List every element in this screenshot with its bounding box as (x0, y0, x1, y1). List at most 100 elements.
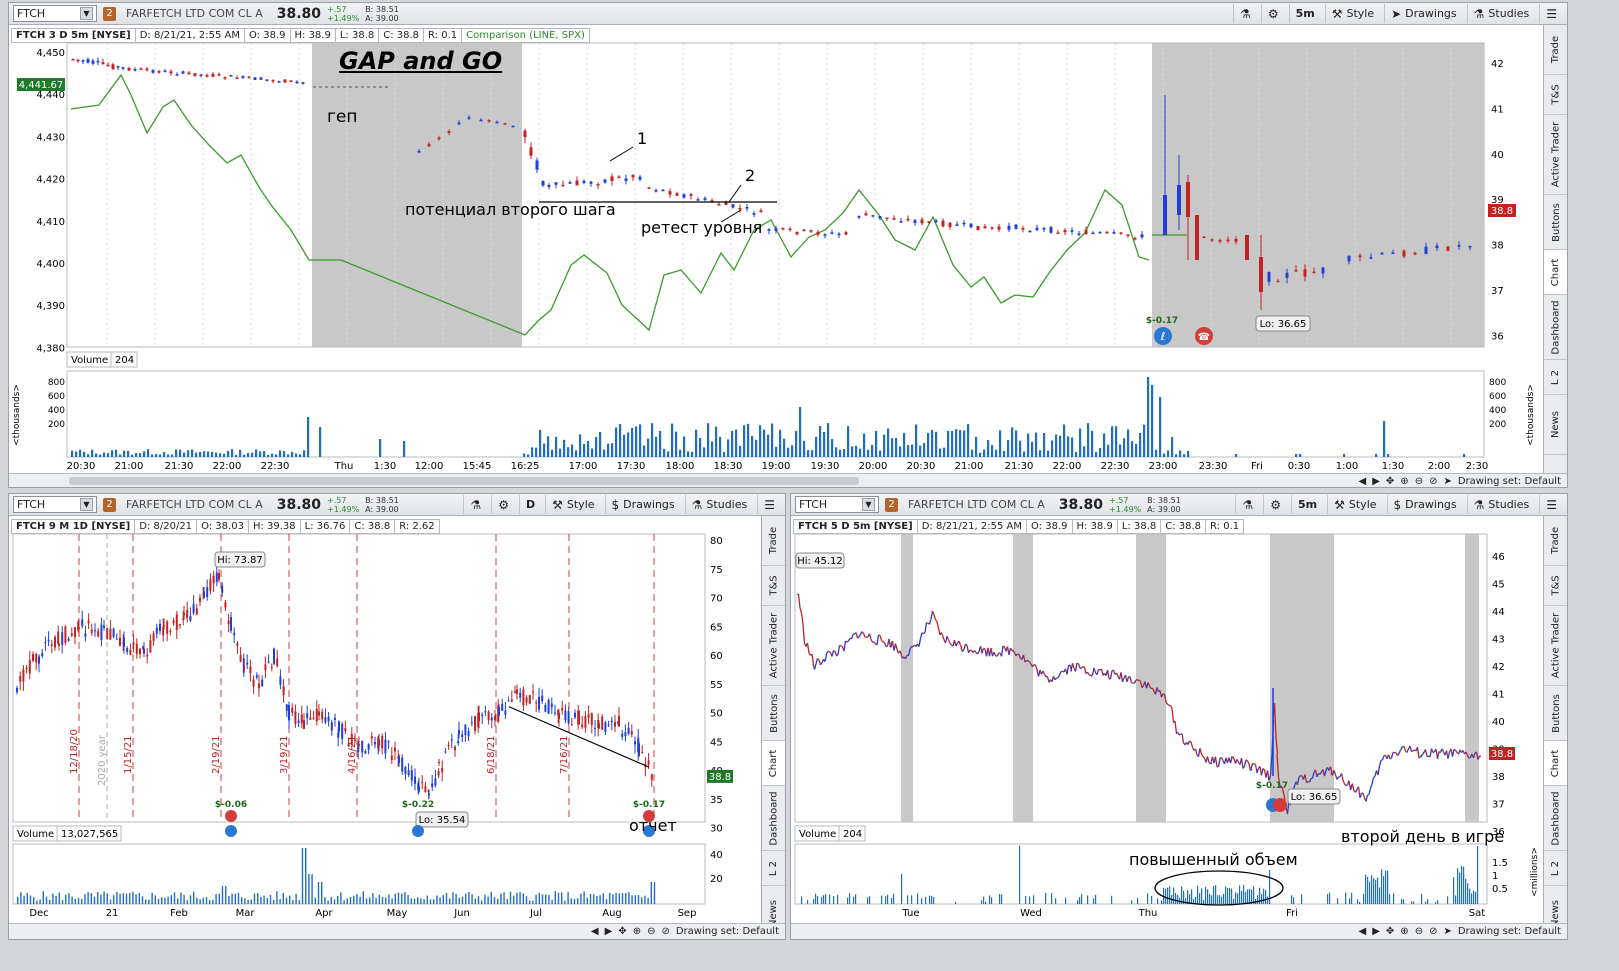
symbol-selector[interactable]: FTCH ▼ (795, 496, 879, 513)
chevron-down-icon[interactable]: ▼ (862, 498, 875, 511)
candle-body (112, 628, 115, 637)
studies-button[interactable]: ⚗ Studies (1466, 495, 1536, 514)
side-tab-dashboard[interactable]: Dashboard (1544, 786, 1567, 851)
candle-body (561, 707, 564, 711)
side-tab-t-s[interactable]: T&S (1544, 75, 1567, 115)
menu-button[interactable]: ☰ (1539, 495, 1563, 514)
candle-body (1070, 230, 1074, 232)
x-tick-label: Fri (1251, 461, 1263, 472)
flask-button[interactable]: ⚗ (463, 495, 487, 514)
pan-icon[interactable]: ✥ (1385, 926, 1395, 937)
candle-body (384, 739, 387, 754)
menu-button[interactable]: ☰ (757, 495, 781, 514)
last-price: 38.80 (276, 5, 322, 22)
zoom-in-icon[interactable]: ⊕ (1400, 926, 1409, 937)
timeframe-button[interactable]: D (518, 495, 541, 514)
side-tab-active-trader[interactable]: Active Trader (762, 606, 785, 686)
style-button[interactable]: ⚒ Style (1324, 4, 1380, 23)
side-tab-dashboard[interactable]: Dashboard (762, 786, 785, 851)
chevron-down-icon[interactable]: ▼ (80, 498, 93, 511)
studies-button[interactable]: ⚗ Studies (1466, 4, 1536, 23)
side-tab-dashboard[interactable]: Dashboard (1544, 295, 1567, 360)
candle-body (759, 210, 763, 213)
settings-button[interactable]: ⚙ (1260, 4, 1285, 23)
settings-button[interactable]: ⚙ (491, 495, 515, 514)
drawing-set[interactable]: Drawing set: Default (675, 926, 779, 937)
zoom-reset-icon[interactable]: ⊘ (661, 926, 670, 937)
symbol-selector[interactable]: FTCH ▼ (13, 496, 97, 513)
cursor-icon[interactable]: ➤ (1443, 476, 1452, 487)
bl-chart-canvas[interactable]: 807570656055504540353038.812/18/201/15/2… (9, 516, 763, 940)
price-segment (846, 640, 849, 643)
settings-button[interactable]: ⚙ (1263, 495, 1287, 514)
flask-button[interactable]: ⚗ (1233, 4, 1257, 23)
chevron-down-icon[interactable]: ▼ (80, 7, 93, 20)
link-group-badge[interactable]: 2 (103, 497, 116, 512)
drawings-button[interactable]: ➤ Drawings (1384, 4, 1463, 23)
zoom-out-icon[interactable]: ⊖ (1414, 476, 1424, 487)
scroll-right-icon[interactable]: ▶ (604, 926, 613, 937)
zoom-out-icon[interactable]: ⊖ (1414, 926, 1424, 937)
zoom-out-icon[interactable]: ⊖ (647, 926, 656, 937)
scroll-left-icon[interactable]: ◀ (590, 926, 599, 937)
scroll-left-icon[interactable]: ◀ (1358, 926, 1367, 937)
side-tab-t-s[interactable]: T&S (1544, 566, 1567, 606)
zoom-reset-icon[interactable]: ⊘ (1429, 476, 1438, 487)
volume-bar (989, 895, 991, 904)
side-tab-t-s[interactable]: T&S (762, 566, 785, 606)
side-tab-l-2[interactable]: L 2 (1544, 851, 1567, 886)
zoom-in-icon[interactable]: ⊕ (1400, 476, 1409, 487)
price-segment (1447, 751, 1451, 759)
side-tab-trade[interactable]: Trade (762, 516, 785, 566)
scroll-left-icon[interactable]: ◀ (1358, 476, 1367, 487)
side-tab-chart[interactable]: Chart (1544, 741, 1567, 786)
side-tab-chart[interactable]: Chart (1544, 250, 1567, 295)
side-tab-news[interactable]: News (1544, 395, 1567, 455)
studies-button[interactable]: ⚗ Studies (684, 495, 754, 514)
pan-icon[interactable]: ✥ (618, 926, 627, 937)
side-tab-trade[interactable]: Trade (1544, 25, 1567, 75)
style-button[interactable]: ⚒ Style (1327, 495, 1382, 514)
side-tab-chart[interactable]: Chart (762, 741, 785, 786)
symbol-selector[interactable]: FTCH ▼ (13, 5, 97, 22)
candle-body (454, 746, 456, 751)
price-segment (885, 645, 888, 648)
volume-bar (557, 892, 560, 904)
style-button[interactable]: ⚒ Style (545, 495, 600, 514)
volume-bar (503, 892, 505, 904)
link-group-badge[interactable]: 2 (103, 6, 116, 21)
link-group-badge[interactable]: 2 (885, 497, 898, 512)
timeframe-button[interactable]: 5m (1291, 495, 1323, 514)
side-tab-buttons[interactable]: Buttons (1544, 686, 1567, 741)
volume-bar (935, 431, 938, 457)
timeframe-button[interactable]: 5m (1288, 4, 1321, 23)
pan-icon[interactable]: ✥ (1385, 476, 1395, 487)
drawing-set[interactable]: Drawing set: Default (1457, 926, 1561, 937)
price-segment (1387, 754, 1391, 760)
flask-button[interactable]: ⚗ (1235, 495, 1259, 514)
drawing-set[interactable]: Drawing set: Default (1457, 476, 1561, 487)
volume-bar (687, 451, 690, 457)
drawings-button[interactable]: $ Drawings (604, 495, 681, 514)
drawings-button[interactable]: $ Drawings (1386, 495, 1463, 514)
menu-button[interactable]: ☰ (1539, 4, 1563, 23)
side-tab-buttons[interactable]: Buttons (1544, 195, 1567, 250)
side-tab-l-2[interactable]: L 2 (762, 851, 785, 886)
zoom-reset-icon[interactable]: ⊘ (1429, 926, 1438, 937)
cursor-icon[interactable]: ➤ (1443, 926, 1452, 937)
side-tab-active-trader[interactable]: Active Trader (1544, 115, 1567, 195)
side-tab-buttons[interactable]: Buttons (762, 686, 785, 741)
zoom-in-icon[interactable]: ⊕ (632, 926, 642, 937)
scroll-right-icon[interactable]: ▶ (1372, 926, 1380, 937)
top-scrollbar[interactable] (69, 477, 859, 485)
volume-bar (163, 452, 166, 457)
x-tick-label: 21:30 (165, 461, 194, 472)
candle-body (224, 602, 227, 608)
side-tab-trade[interactable]: Trade (1544, 516, 1567, 566)
side-tab-active-trader[interactable]: Active Trader (1544, 606, 1567, 686)
scroll-right-icon[interactable]: ▶ (1372, 476, 1380, 487)
top-chart-canvas[interactable]: 424140393837364,4504,4404,4304,4204,4104… (9, 25, 1539, 488)
candle-body (370, 736, 373, 739)
side-tab-l-2[interactable]: L 2 (1544, 360, 1567, 395)
